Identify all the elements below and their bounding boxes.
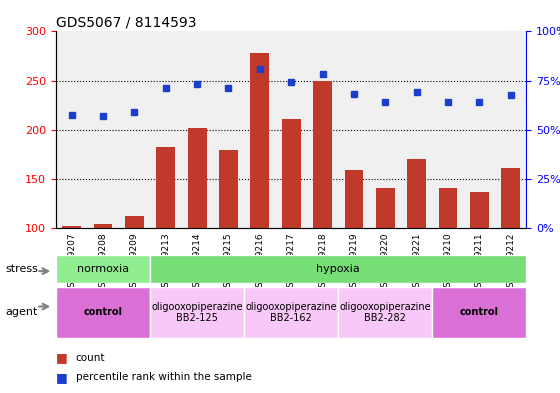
FancyBboxPatch shape <box>150 255 526 283</box>
Bar <box>501 168 520 326</box>
Bar <box>376 187 395 326</box>
Bar <box>470 191 489 326</box>
Text: stress: stress <box>6 264 39 274</box>
Text: percentile rank within the sample: percentile rank within the sample <box>76 372 251 382</box>
Bar <box>407 159 426 326</box>
Text: GDS5067 / 8114593: GDS5067 / 8114593 <box>56 16 197 30</box>
FancyBboxPatch shape <box>56 287 150 338</box>
Text: agent: agent <box>6 307 38 318</box>
FancyBboxPatch shape <box>432 287 526 338</box>
Text: count: count <box>76 353 105 363</box>
Text: normoxia: normoxia <box>77 264 129 274</box>
Bar <box>125 216 144 326</box>
FancyBboxPatch shape <box>150 287 244 338</box>
FancyBboxPatch shape <box>56 255 150 283</box>
FancyBboxPatch shape <box>338 287 432 338</box>
Bar <box>313 81 332 326</box>
Text: oligooxopiperazine
BB2-162: oligooxopiperazine BB2-162 <box>245 302 337 323</box>
Text: control: control <box>460 307 499 318</box>
Bar <box>219 150 238 326</box>
Bar <box>282 119 301 326</box>
Bar <box>62 226 81 326</box>
Bar <box>250 53 269 326</box>
Bar <box>94 224 113 326</box>
Text: hypoxia: hypoxia <box>316 264 360 274</box>
Text: ■: ■ <box>56 351 68 364</box>
Bar <box>188 128 207 326</box>
Bar <box>156 147 175 326</box>
Text: ■: ■ <box>56 371 68 384</box>
Text: control: control <box>83 307 123 318</box>
Text: oligooxopiperazine
BB2-282: oligooxopiperazine BB2-282 <box>339 302 431 323</box>
Bar <box>438 187 458 326</box>
FancyBboxPatch shape <box>244 287 338 338</box>
Bar <box>344 170 363 326</box>
Text: oligooxopiperazine
BB2-125: oligooxopiperazine BB2-125 <box>151 302 243 323</box>
